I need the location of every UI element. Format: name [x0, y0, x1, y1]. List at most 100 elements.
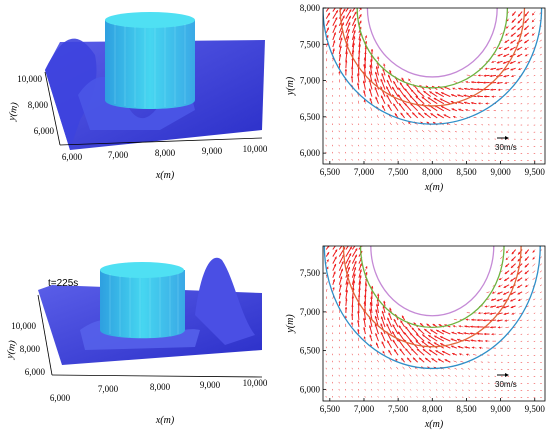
vector-arrowhead	[387, 104, 390, 107]
vector-arrow	[403, 382, 405, 384]
vector-arrowhead	[433, 98, 437, 101]
contour-ring	[323, 8, 543, 125]
vector-arrowhead	[425, 85, 429, 89]
vector-arrow	[539, 270, 542, 273]
vector-arrowhead	[426, 121, 430, 125]
vector-arrowhead	[415, 96, 419, 99]
vector-arrow	[422, 138, 425, 140]
x-tick-label: 9,500	[525, 404, 546, 414]
vector-arrowhead	[368, 71, 372, 74]
vector-arrowhead	[503, 54, 506, 57]
y-tick-labels: 10,000 8,000 6,000	[17, 74, 54, 136]
vector-arrow	[429, 396, 431, 398]
vector-arrow	[370, 159, 373, 161]
vector-arrow	[442, 152, 444, 154]
vector-arrowhead	[345, 298, 348, 301]
vector-arrowhead	[375, 333, 378, 336]
vector-arrowhead	[335, 243, 337, 245]
vector-arrowhead	[421, 341, 425, 344]
vector-arrowhead	[399, 348, 402, 352]
vector-arrow	[461, 138, 464, 140]
vector-arrowhead	[382, 350, 385, 354]
vector-arrow	[409, 130, 412, 133]
x-axis-label: x(m)	[155, 415, 175, 426]
vector-arrow	[472, 354, 477, 356]
vector-arrowhead	[503, 306, 506, 309]
vector-arrowhead	[380, 86, 383, 89]
plot-frame	[322, 245, 546, 402]
x-tick-label: 9,500	[525, 167, 546, 177]
x-tick-label: 8,000	[422, 404, 443, 414]
vector-arrowhead	[452, 325, 456, 328]
vector-arrow	[357, 337, 360, 342]
vector-arrow	[429, 159, 431, 161]
vector-arrowhead	[510, 41, 513, 44]
vector-arrow	[416, 389, 418, 391]
vector-arrowhead	[517, 27, 520, 31]
vector-arrow	[370, 352, 373, 356]
vector-arrowhead	[476, 81, 480, 84]
vector-arrow	[422, 159, 425, 161]
vector-arrowhead	[424, 328, 427, 332]
vector-arrowhead	[433, 342, 437, 345]
vector-arrow	[403, 396, 405, 398]
y-tick-label: 6,000	[300, 148, 321, 158]
vector-arrow	[364, 388, 366, 391]
vector-arrowhead	[497, 326, 501, 329]
vector-arrowhead	[369, 334, 372, 338]
vector-arrowhead	[348, 22, 351, 25]
vector-arrowhead	[504, 319, 507, 322]
vector-arrowhead	[420, 121, 423, 125]
vector-arrow	[448, 396, 451, 398]
vector-arrow	[455, 389, 457, 391]
vector-arrowhead	[374, 71, 378, 75]
vector-arrowhead	[375, 96, 378, 100]
vector-arrow	[358, 151, 360, 154]
vector-arrowhead	[442, 351, 445, 354]
vector-arrowhead	[429, 91, 432, 94]
vector-arrow	[377, 151, 379, 154]
vector-arrowhead	[463, 94, 466, 97]
vector-arrow	[486, 291, 490, 293]
vector-arrowhead	[478, 74, 481, 77]
vector-arrow	[396, 137, 399, 140]
vector-arrowhead	[505, 257, 509, 261]
vector-arrowhead	[517, 61, 521, 64]
vector-arrowhead	[464, 101, 467, 104]
vector-arrow	[370, 107, 373, 111]
vector-arrowhead	[491, 60, 494, 64]
cylinder-top	[105, 12, 195, 28]
vector-arrow	[371, 388, 373, 391]
vector-arrow	[500, 256, 503, 260]
vector-arrowhead	[504, 40, 508, 43]
y-tick-label: 6,000	[25, 367, 46, 377]
vector-arrowhead	[387, 340, 390, 343]
vector-arrow	[351, 158, 353, 161]
vector-arrowhead	[389, 70, 392, 73]
vector-arrow	[448, 374, 451, 377]
vector-arrow	[422, 382, 425, 384]
vector-arrowhead	[496, 299, 500, 302]
vector-arrow	[396, 366, 399, 370]
vector-arrow	[377, 137, 379, 140]
vector-arrow	[364, 374, 366, 377]
vector-arrow	[505, 89, 510, 91]
plot-frame	[322, 7, 546, 165]
vector-arrowhead	[465, 318, 468, 321]
vector-arrowhead	[450, 338, 454, 341]
vector-arrowhead	[333, 32, 336, 35]
contour-ring	[356, 8, 509, 89]
vector-arrowhead	[441, 330, 445, 333]
vector-arrow	[389, 358, 392, 363]
vector-arrow	[533, 298, 536, 301]
vector-arrowhead	[477, 339, 480, 342]
vector-arrowhead	[517, 285, 520, 288]
vector-arrow	[473, 116, 477, 119]
vector-arrowhead	[326, 252, 330, 255]
vector-arrow	[429, 145, 431, 147]
vector-arrowhead	[388, 312, 391, 316]
vector-arrow	[442, 159, 444, 161]
vector-arrowhead	[400, 112, 403, 116]
vector-arrowhead	[496, 319, 500, 322]
vector-arrow	[435, 382, 438, 384]
